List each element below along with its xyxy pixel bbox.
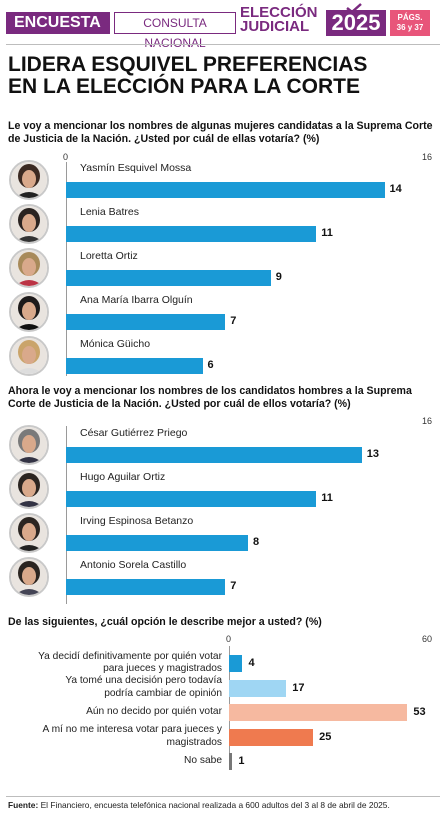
candidate-name: Lenia Batres [80,206,139,218]
bar [66,579,226,595]
data-label: 17 [292,681,305,694]
bar [66,491,317,507]
axis-baseline [66,162,67,376]
option-label-line: Ya tomé una decisión pero todavía [65,675,222,686]
data-label: 7 [230,580,237,592]
candidate-photo [9,425,49,465]
candidate-photo [9,204,49,244]
axis-baseline [66,426,67,604]
candidate-photo [9,292,49,332]
page-title: LIDERA ESQUIVEL PREFERENCIAS EN LA ELECC… [8,54,438,98]
candidate-photo [9,336,49,376]
option-label: Aún no decido por quién votar [8,706,222,719]
data-label: 11 [321,227,333,239]
event-label: ELECCIÓN JUDICIAL [240,4,326,35]
data-label: 4 [248,657,255,669]
bar [66,358,203,374]
axis-min-label: 0 [226,634,232,644]
option-label: Ya tomé una decisión pero todavía podría … [8,675,222,700]
option-label: Ya decidí definitivamente por quién vota… [8,651,222,676]
section-tag: ENCUESTA [6,12,110,34]
data-label: 9 [275,271,282,283]
axis-max-label: 16 [422,152,433,162]
data-label: 8 [253,536,260,548]
candidate-name: Hugo Aguilar Ortiz [80,471,166,483]
candidate-name: Ana María Ibarra Olguín [80,294,193,306]
candidate-name: Loretta Ortiz [80,250,138,262]
bar [66,314,226,330]
option-label-line: para jueces y magistrados [103,663,222,674]
bar [66,226,317,242]
footer-divider [6,796,440,797]
data-label: 1 [238,755,245,767]
candidate-photo [9,248,49,288]
event-line-2: JUDICIAL [240,18,310,35]
chart-question: De las siguientes, ¿cuál opción le descr… [8,616,322,628]
title-line-1: LIDERA ESQUIVEL PREFERENCIAS [8,53,368,76]
bar [229,728,314,746]
data-label: 14 [389,183,402,195]
data-label: 11 [321,492,333,504]
chart-question: Ahora le voy a mencionar los nombres de … [8,385,412,410]
axis-max-label: 16 [422,416,433,426]
data-label: 6 [207,359,214,371]
candidate-name: Mónica Güicho [80,338,151,350]
pages-badge: PÁGS. 36 y 37 [390,10,430,36]
option-label-line: Ya decidí definitivamente por quién vota… [38,650,222,662]
header-divider [6,44,440,45]
option-label-line: podría cambiar de opinión [104,687,222,699]
source-text: El Financiero, encuesta telefónica nacio… [38,800,390,810]
data-label: 25 [319,730,332,743]
option-label: No sabe [8,755,222,768]
pages-line-1: PÁGS. [397,13,423,22]
data-label: 53 [413,706,426,718]
bar [229,753,233,770]
data-label: 7 [230,315,237,327]
bar [66,535,248,551]
axis-max-label: 60 [422,634,433,644]
candidate-photo [9,469,49,509]
year-badge: 2025 [326,10,386,36]
event-line-1: ELECCIÓN [240,4,318,21]
candidate-name: César Gutiérrez Priego [80,427,188,439]
header-bar: ENCUESTA CONSULTA NACIONAL ELECCIÓN JUDI… [0,0,447,50]
option-label-line: No sabe [184,754,222,766]
bar [229,655,243,672]
candidate-name: Antonio Sorela Castillo [80,559,187,571]
bar [66,270,271,286]
candidate-photo [9,557,49,597]
bar [229,704,408,721]
candidate-name: Irving Espinosa Betanzo [80,515,194,527]
bar [229,679,287,697]
option-label-line: Aún no decido por quién votar [86,705,222,717]
data-label: 13 [366,448,379,460]
pages-line-2: 36 y 37 [396,23,424,32]
candidate-photo [9,513,49,553]
subsection-tag: CONSULTA NACIONAL [114,12,236,50]
source-note: Fuente: El Financiero, encuesta telefóni… [8,800,390,810]
title-line-2: EN LA ELECCIÓN PARA LA CORTE [8,75,360,98]
chart-question: Le voy a mencionar los nombres de alguna… [8,120,433,145]
candidate-name: Yasmín Esquivel Mossa [80,162,192,174]
bar [66,182,385,198]
candidate-photo [9,160,49,200]
option-label-line: A mí no me interesa votar para jueces y [42,724,223,735]
option-label-line: magistrados [166,736,223,748]
bar [66,447,362,463]
axis-min-label: 0 [63,152,69,162]
source-label: Fuente: [8,800,39,810]
